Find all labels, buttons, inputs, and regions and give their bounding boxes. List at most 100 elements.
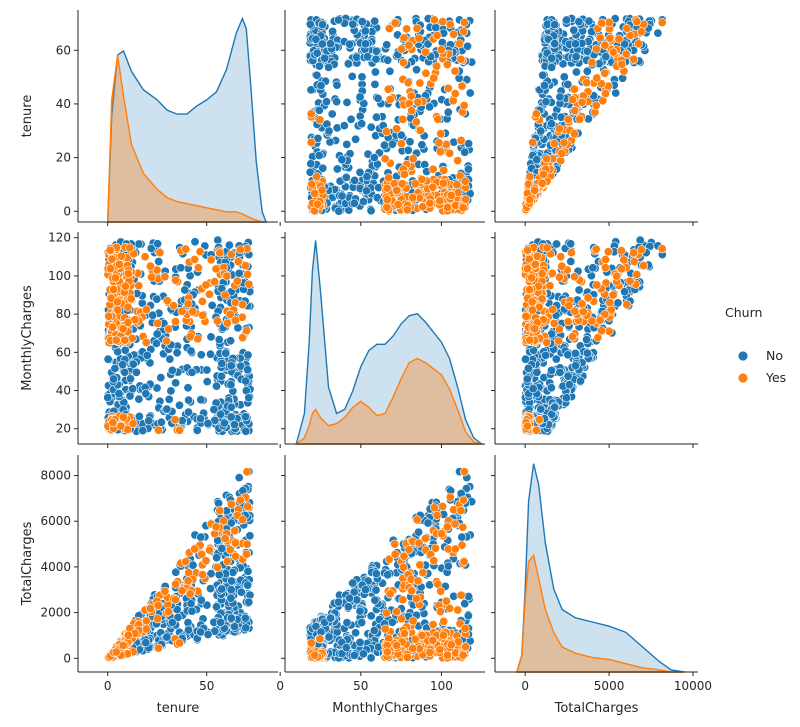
scatter-point-no — [384, 56, 392, 64]
scatter-point-no — [361, 27, 369, 35]
scatter-point-no — [614, 299, 622, 307]
scatter-point-no — [227, 362, 235, 370]
scatter-point-no — [142, 639, 150, 647]
scatter-point-yes — [403, 206, 411, 214]
scatter-point-yes — [564, 317, 572, 325]
scatter-point-yes — [583, 79, 591, 87]
scatter-point-yes — [392, 125, 400, 133]
scatter-point-yes — [207, 256, 215, 264]
scatter-point-no — [583, 349, 591, 357]
scatter-point-no — [153, 295, 161, 303]
scatter-point-no — [153, 330, 161, 338]
scatter-point-no — [356, 168, 364, 176]
scatter-point-yes — [416, 126, 424, 134]
scatter-point-no — [570, 26, 578, 34]
scatter-point-no — [222, 349, 230, 357]
scatter-point-no — [244, 351, 252, 359]
scatter-point-no — [406, 138, 414, 146]
scatter-point-yes — [543, 155, 551, 163]
scatter-point-yes — [119, 641, 127, 649]
scatter-point-no — [350, 199, 358, 207]
scatter-point-yes — [620, 256, 628, 264]
scatter-point-yes — [413, 24, 421, 32]
scatter-point-no — [372, 55, 380, 63]
y-tick-label: 4000 — [40, 560, 71, 574]
scatter-point-no — [212, 382, 220, 390]
scatter-point-yes — [311, 189, 319, 197]
scatter-point-yes — [397, 139, 405, 147]
scatter-point-yes — [106, 265, 114, 273]
scatter-point-no — [242, 624, 250, 632]
scatter-point-no — [540, 81, 548, 89]
scatter-point-no — [343, 140, 351, 148]
scatter-point-yes — [171, 596, 179, 604]
scatter-point-no — [135, 395, 143, 403]
scatter-point-no — [334, 16, 342, 24]
scatter-point-no — [383, 41, 391, 49]
scatter-point-yes — [156, 248, 164, 256]
scatter-point-yes — [135, 282, 143, 290]
scatter-point-yes — [409, 193, 417, 201]
scatter-point-no — [372, 113, 380, 121]
scatter-point-no — [227, 614, 235, 622]
scatter-point-yes — [592, 101, 600, 109]
scatter-point-no — [241, 614, 249, 622]
scatter-point-yes — [575, 115, 583, 123]
scatter-point-yes — [110, 285, 118, 293]
scatter-point-yes — [169, 302, 177, 310]
scatter-point-yes — [454, 156, 462, 164]
scatter-point-yes — [430, 16, 438, 24]
scatter-point-yes — [568, 333, 576, 341]
scatter-point-no — [206, 584, 214, 592]
scatter-point-yes — [558, 149, 566, 157]
scatter-point-no — [225, 241, 233, 249]
scatter-point-no — [135, 412, 143, 420]
scatter-point-no — [166, 355, 174, 363]
scatter-point-no — [332, 98, 340, 106]
scatter-point-yes — [588, 317, 596, 325]
scatter-point-no — [537, 405, 545, 413]
scatter-point-yes — [568, 95, 576, 103]
scatter-point-yes — [307, 138, 315, 146]
y-tick-label: 8000 — [40, 469, 71, 483]
scatter-point-yes — [436, 148, 444, 156]
scatter-point-no — [523, 375, 531, 383]
scatter-point-yes — [429, 165, 437, 173]
scatter-point-no — [216, 618, 224, 626]
scatter-point-yes — [231, 539, 239, 547]
scatter-point-no — [104, 355, 112, 363]
scatter-point-yes — [190, 545, 198, 553]
scatter-point-yes — [438, 18, 446, 26]
scatter-point-yes — [171, 416, 179, 424]
scatter-point-yes — [546, 282, 554, 290]
scatter-point-no — [196, 414, 204, 422]
scatter-point-yes — [142, 625, 150, 633]
scatter-point-no — [197, 396, 205, 404]
scatter-point-yes — [171, 580, 179, 588]
scatter-point-yes — [601, 264, 609, 272]
scatter-point-no — [243, 581, 251, 589]
scatter-point-yes — [658, 245, 666, 253]
scatter-point-no — [412, 66, 420, 74]
scatter-point-yes — [119, 413, 127, 421]
scatter-point-yes — [634, 40, 642, 48]
scatter-point-yes — [242, 550, 250, 558]
scatter-point-yes — [385, 174, 393, 182]
scatter-point-no — [315, 151, 323, 159]
scatter-point-yes — [231, 527, 239, 535]
scatter-point-yes — [617, 247, 625, 255]
scatter-point-no — [338, 156, 346, 164]
scatter-point-yes — [236, 246, 244, 254]
y-tick-label: 20 — [56, 422, 71, 436]
scatter-point-yes — [178, 587, 186, 595]
scatter-point-yes — [394, 200, 402, 208]
scatter-point-yes — [426, 199, 434, 207]
scatter-point-yes — [558, 262, 566, 270]
scatter-point-no — [565, 381, 573, 389]
scatter-point-yes — [523, 246, 531, 254]
scatter-point-yes — [121, 282, 129, 290]
scatter-point-no — [358, 73, 366, 81]
scatter-point-no — [173, 349, 181, 357]
scatter-point-no — [175, 401, 183, 409]
scatter-point-yes — [161, 273, 169, 281]
